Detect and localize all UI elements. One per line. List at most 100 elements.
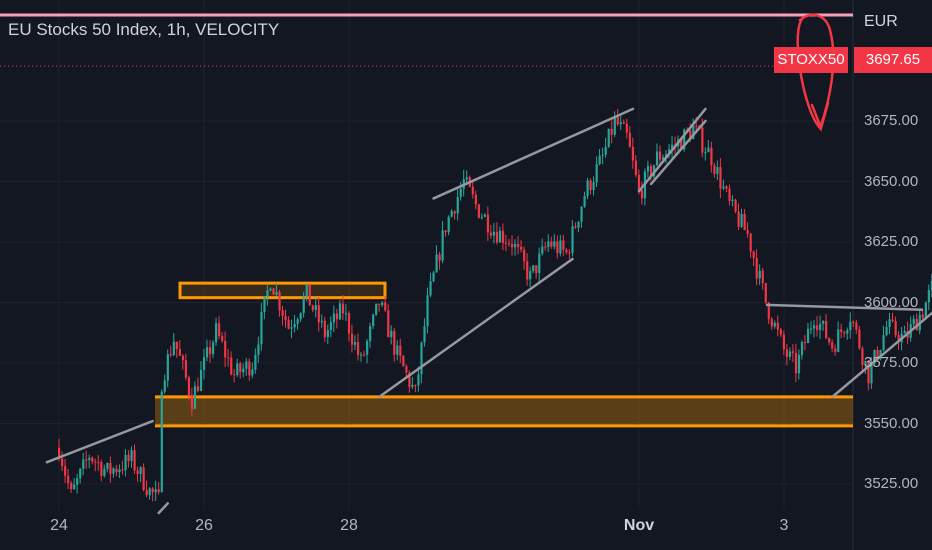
candle-body: [927, 289, 930, 303]
candle-body: [504, 242, 508, 244]
candle-body: [79, 468, 82, 479]
trendline: [649, 119, 707, 186]
candle-body: [169, 354, 172, 356]
candle-body: [586, 180, 589, 197]
candle-body: [773, 322, 776, 327]
candle-body: [142, 467, 145, 490]
candle-body: [707, 147, 710, 153]
candle-body: [658, 151, 662, 160]
candle-body: [411, 384, 414, 387]
price-tick-label: 3525.00: [864, 475, 919, 492]
candle-body: [752, 251, 755, 259]
candle-body: [260, 311, 263, 345]
candle-body: [828, 338, 831, 343]
candle-body: [912, 318, 915, 325]
candle-body: [574, 226, 577, 228]
candle-body: [713, 165, 716, 174]
candle-body: [655, 151, 659, 166]
candle-body: [263, 296, 266, 312]
candle-body: [556, 241, 559, 254]
candle-body: [227, 357, 230, 359]
candle-body: [631, 146, 634, 161]
candle-body: [387, 310, 390, 338]
candle-body: [571, 226, 574, 253]
candle-body: [112, 468, 115, 474]
candle-body: [613, 116, 616, 135]
candle-body: [278, 291, 281, 311]
candle-body: [299, 313, 302, 320]
candle-body: [347, 313, 351, 334]
candle-body: [363, 354, 366, 356]
candle-body: [728, 188, 731, 201]
candle-body: [133, 450, 136, 471]
candle-body: [187, 377, 191, 396]
candle-body: [489, 232, 493, 236]
candle-body: [622, 122, 625, 124]
candle-body: [692, 125, 695, 140]
candle-body: [290, 327, 293, 329]
candle-body: [924, 302, 927, 318]
candle-body: [178, 349, 181, 356]
candle-body: [236, 363, 239, 376]
candle-body: [864, 360, 867, 365]
candle-body: [151, 488, 154, 493]
candle-body: [91, 457, 94, 462]
candle-body: [834, 348, 837, 352]
candle-body: [175, 341, 178, 350]
candle-body: [420, 342, 423, 375]
candle-body: [852, 321, 855, 323]
candle-body: [459, 188, 462, 197]
candle-body: [76, 478, 79, 485]
candle-body: [740, 213, 743, 227]
candle-body: [867, 360, 870, 384]
currency-label[interactable]: EUR: [864, 13, 898, 30]
trendline: [377, 257, 574, 399]
candle-body: [157, 489, 160, 493]
candle-body: [782, 334, 785, 350]
candle-body: [819, 323, 822, 331]
candle-body: [465, 177, 468, 180]
candle-body: [544, 246, 547, 248]
candle-body: [921, 314, 924, 318]
candle-body: [58, 447, 61, 459]
candle-body: [471, 186, 474, 195]
candle-body: [145, 489, 148, 496]
price-tick-label: 3675.00: [864, 112, 919, 129]
candle-body: [535, 265, 538, 274]
candle-body: [67, 475, 70, 484]
candle-body: [794, 353, 798, 374]
candle-body: [245, 361, 248, 369]
candle-body: [595, 164, 598, 183]
candle-body: [649, 166, 653, 177]
time-tick-label: 3: [779, 517, 789, 534]
candle-body: [311, 305, 314, 310]
candle-body: [396, 345, 399, 355]
candle-body: [583, 196, 586, 207]
candle-body: [121, 469, 124, 471]
candle-body: [483, 214, 487, 217]
candle-body: [550, 241, 553, 247]
candle-body: [320, 320, 323, 323]
candle-body: [501, 230, 505, 243]
candle-body: [882, 335, 885, 350]
candle-body: [683, 129, 686, 150]
candle-body: [444, 230, 447, 233]
candle-body: [139, 467, 142, 474]
candle-body: [492, 231, 496, 236]
candle-body: [344, 313, 348, 315]
price-tick-label: 3650.00: [864, 172, 919, 190]
candle-body: [224, 341, 227, 358]
candle-body: [136, 470, 139, 474]
candle-body: [523, 249, 526, 262]
candle-body: [662, 157, 665, 160]
candle-body: [719, 167, 722, 189]
candle-body: [734, 199, 737, 212]
candle-body: [876, 349, 879, 359]
candle-body: [480, 216, 483, 218]
candle-body: [275, 291, 278, 295]
candle-body: [840, 329, 843, 332]
candle-body: [423, 326, 426, 343]
candle-body: [498, 230, 502, 243]
